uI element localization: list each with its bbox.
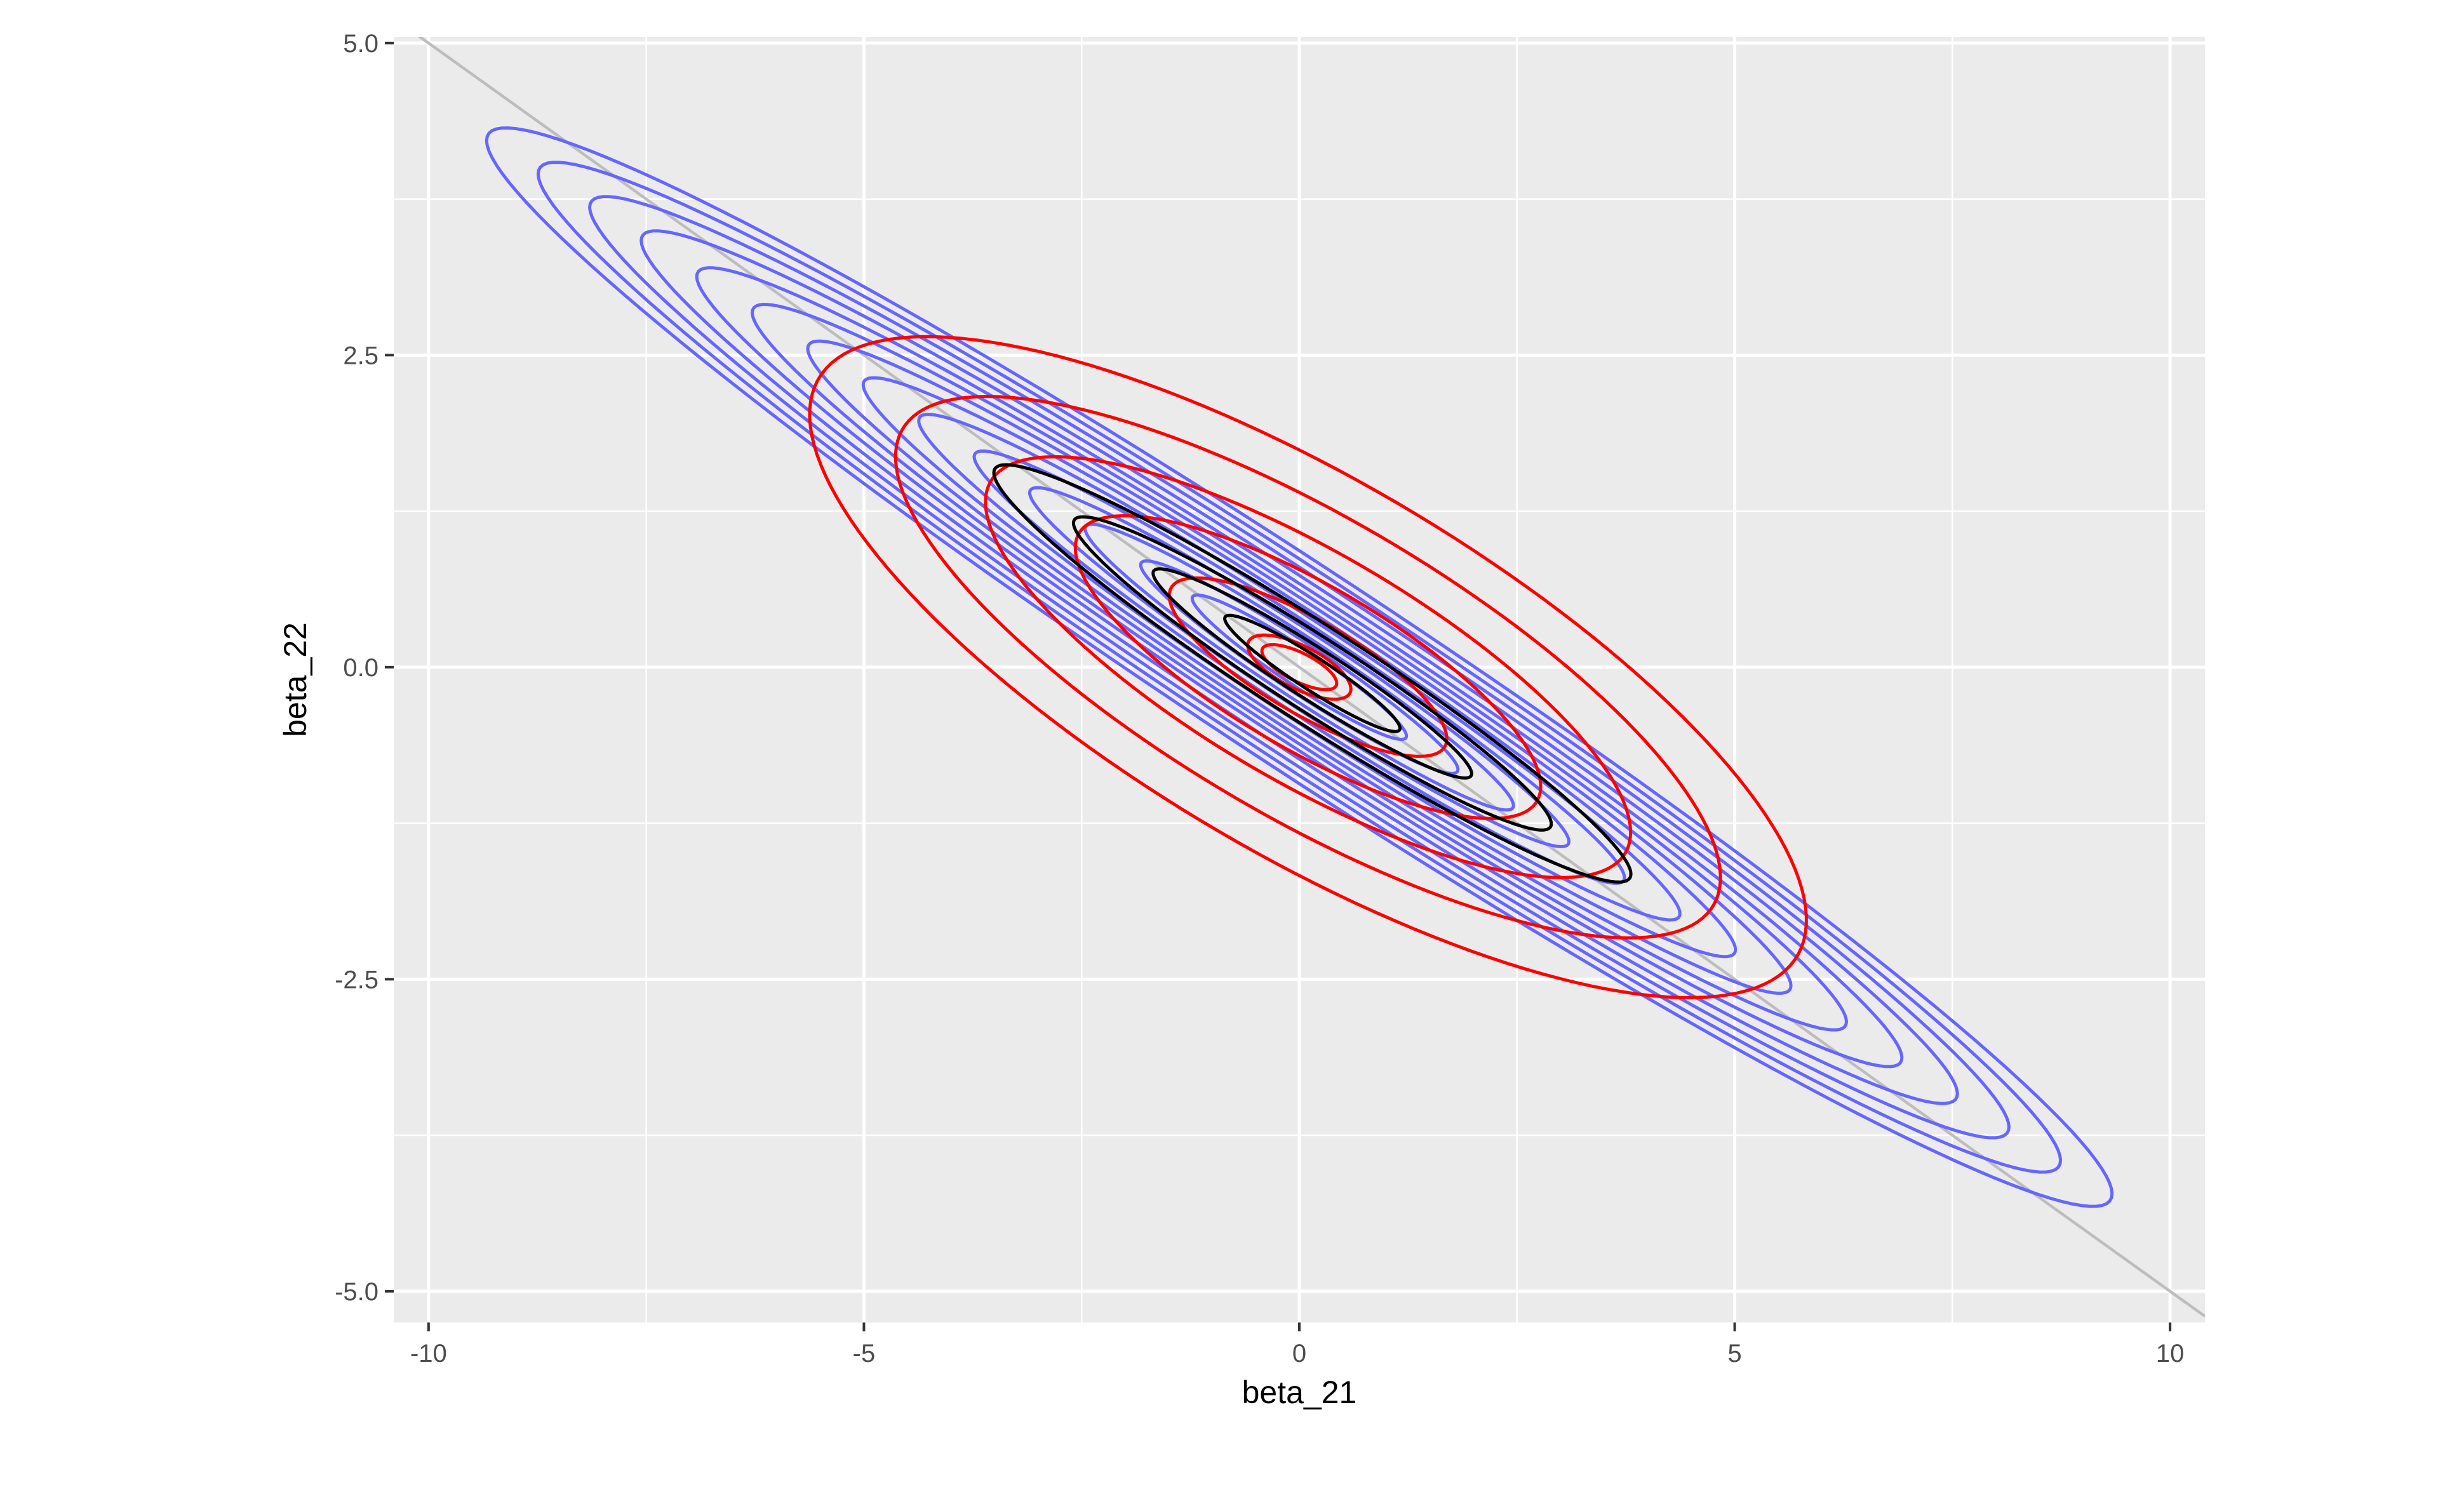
contour-line	[536, 161, 2063, 1174]
x-tick-label: -5	[853, 1340, 876, 1368]
contour-line	[894, 395, 1722, 940]
contour-line	[1151, 567, 1473, 780]
contour-line	[695, 266, 1904, 1069]
contour-line	[639, 229, 1959, 1105]
contour-line	[588, 195, 2011, 1140]
contour-line	[1260, 643, 1339, 691]
contour-series-4	[992, 463, 1633, 884]
x-axis-title: beta_21	[1242, 1375, 1357, 1410]
contour-line	[972, 449, 1626, 885]
y-tick-label: 5.0	[343, 30, 378, 58]
contour-line	[808, 335, 1808, 999]
reference-line-layer	[417, 37, 2205, 1317]
contour-line	[861, 376, 1738, 959]
contour-series-2	[808, 335, 1808, 999]
contour-line	[917, 413, 1682, 922]
contour-line	[485, 126, 2114, 1208]
reference-line	[417, 37, 2205, 1317]
x-tick-label: -10	[410, 1340, 447, 1368]
contour-line	[1073, 514, 1543, 820]
contour-layer	[485, 126, 2114, 1208]
y-tick-label: 2.5	[343, 342, 378, 370]
y-tick-label: -5.0	[335, 1278, 378, 1306]
contour-line	[984, 455, 1633, 879]
x-axis: -10 -5 0 5 10	[410, 1322, 2184, 1368]
contour-line	[751, 303, 1848, 1032]
x-tick-label: 10	[2156, 1340, 2185, 1368]
y-axis: -5.0 -2.5 0.0 2.5 5.0	[335, 30, 394, 1306]
contour-line	[1223, 613, 1402, 733]
contour-line	[806, 339, 1793, 995]
y-tick-label: -2.5	[335, 966, 378, 994]
x-tick-label: 0	[1292, 1340, 1306, 1368]
contour-line	[1071, 515, 1553, 832]
y-axis-title: beta_22	[278, 622, 313, 737]
contour-line	[992, 463, 1633, 884]
x-tick-label: 5	[1727, 1340, 1741, 1368]
plot-layer	[417, 37, 2205, 1317]
y-tick-label: 0.0	[343, 654, 378, 682]
